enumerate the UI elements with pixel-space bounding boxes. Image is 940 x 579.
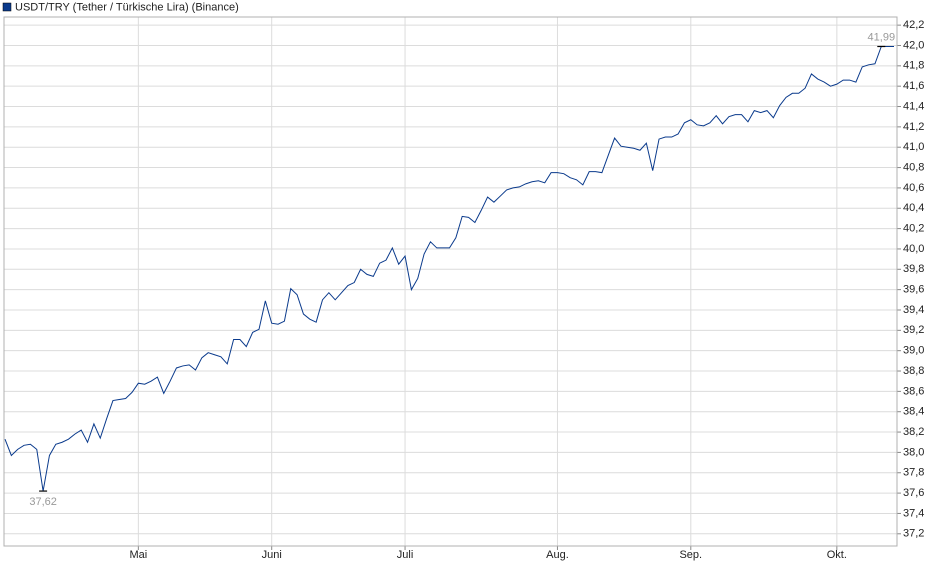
y-tick-label: 38,0: [903, 446, 924, 458]
y-tick-label: 42,2: [903, 19, 924, 31]
y-tick-label: 37,2: [903, 528, 924, 540]
series-line: [4, 46, 894, 492]
y-tick-label: 41,8: [903, 60, 924, 72]
y-tick-label: 41,4: [903, 100, 924, 112]
x-tick-label: Aug.: [546, 549, 569, 561]
y-tick-label: 38,2: [903, 426, 924, 438]
y-tick-label: 38,8: [903, 365, 924, 377]
y-tick-label: 39,0: [903, 345, 924, 357]
y-tick-label: 39,6: [903, 284, 924, 296]
value-label: 41,99: [868, 31, 896, 43]
y-tick-label: 39,2: [903, 324, 924, 336]
y-tick-label: 38,6: [903, 385, 924, 397]
value-label: 37,62: [29, 496, 57, 508]
x-tick-label: Okt.: [827, 549, 847, 561]
x-tick-label: Mai: [129, 549, 147, 561]
y-tick-label: 37,4: [903, 507, 924, 519]
y-tick-label: 38,4: [903, 406, 924, 418]
x-tick-label: Juli: [397, 549, 414, 561]
y-tick-label: 40,0: [903, 243, 924, 255]
x-tick-label: Juni: [262, 549, 282, 561]
y-tick-label: 41,6: [903, 80, 924, 92]
y-tick-label: 37,8: [903, 467, 924, 479]
legend-swatch: [2, 2, 12, 12]
y-tick-label: 39,4: [903, 304, 924, 316]
legend-label: USDT/TRY (Tether / Türkische Lira) (Bina…: [15, 1, 239, 13]
y-tick-label: 41,2: [903, 121, 924, 133]
y-tick-label: 40,2: [903, 223, 924, 235]
y-tick-label: 37,6: [903, 487, 924, 499]
y-tick-label: 42,0: [903, 39, 924, 51]
plot-frame: [3, 16, 898, 547]
y-tick-label: 40,4: [903, 202, 924, 214]
y-tick-label: 41,0: [903, 141, 924, 153]
x-tick-label: Sep.: [679, 549, 702, 561]
y-tick-label: 40,6: [903, 182, 924, 194]
y-tick-label: 39,8: [903, 263, 924, 275]
y-tick-label: 40,8: [903, 161, 924, 173]
